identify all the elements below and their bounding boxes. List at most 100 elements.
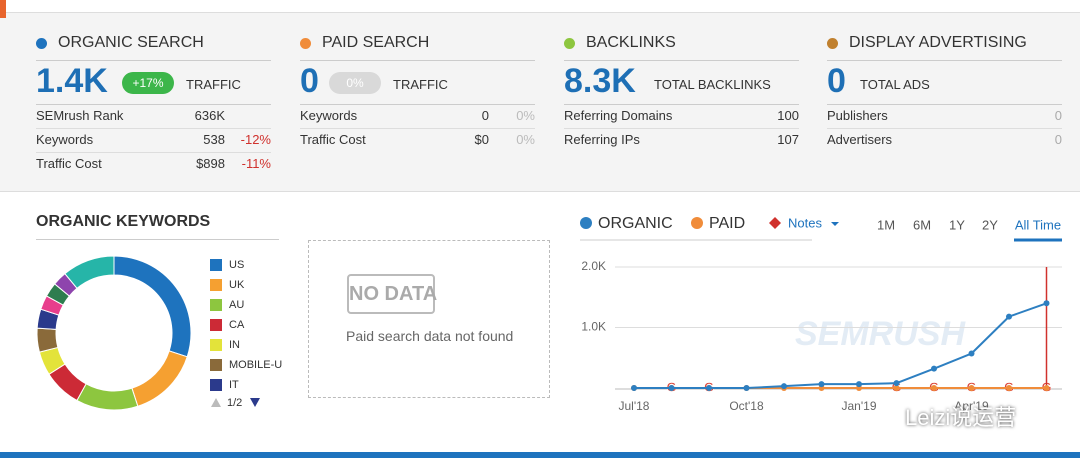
series-point [1043, 300, 1050, 307]
legend-swatch [210, 319, 222, 331]
divider [36, 239, 279, 240]
legend-label: IN [229, 339, 240, 351]
card-dot [827, 38, 838, 49]
row-label: SEMrush Rank [36, 108, 124, 123]
row-value: 107 [777, 132, 799, 147]
section-title: ORGANIC KEYWORDS [36, 213, 211, 230]
series-point [931, 365, 937, 372]
row-value: $898 [196, 156, 225, 171]
divider [300, 60, 535, 61]
divider [36, 128, 271, 129]
legend-swatch [210, 359, 222, 371]
summary-panel [0, 12, 1080, 192]
card-unit: TRAFFIC [186, 77, 241, 92]
no-data-stamp: NO DATA [347, 274, 437, 314]
watermark: Leizi说运营 [905, 405, 1017, 430]
row-value: 636K [194, 108, 225, 123]
divider [564, 60, 799, 61]
notes-caret [831, 222, 839, 226]
donut-segment [64, 255, 115, 290]
divider [827, 104, 1062, 105]
row-label: Referring Domains [564, 108, 673, 123]
donut-segment [36, 327, 59, 353]
bottom-bar [0, 452, 1080, 458]
card-dot [36, 38, 47, 49]
donut-segment [76, 383, 139, 411]
no-data-box: NO DATA Paid search data not found [308, 240, 550, 398]
card-unit: TOTAL ADS [860, 77, 930, 92]
card-unit: TRAFFIC [393, 77, 448, 92]
row-change: 0% [516, 132, 535, 147]
row-change: -11% [241, 156, 271, 171]
notes-label: Notes [788, 215, 822, 230]
row-value: $0 [474, 132, 489, 147]
series-point [893, 385, 900, 391]
card-unit: TOTAL BACKLINKS [654, 77, 771, 92]
divider [827, 60, 1062, 61]
row-label: Traffic Cost [300, 132, 366, 147]
divider [564, 128, 799, 129]
card-dot [564, 38, 575, 49]
donut-segment [131, 350, 188, 407]
row-change: 0% [516, 108, 535, 123]
legend-swatch [210, 259, 222, 271]
legend-swatch [210, 279, 222, 291]
donut-segment [113, 255, 192, 358]
card-dot [300, 38, 311, 49]
period-button[interactable]: 1M [877, 217, 895, 232]
x-tick-label: Oct'18 [729, 399, 764, 413]
series-point [931, 385, 937, 391]
row-value: 0 [481, 108, 489, 123]
series-point [706, 385, 712, 391]
badge: +17% [122, 72, 174, 94]
series-point [968, 350, 975, 357]
series-point [631, 385, 637, 391]
badge: 0% [329, 72, 381, 94]
period-button[interactable]: 2Y [982, 217, 998, 232]
period-button[interactable]: 6M [913, 217, 931, 232]
row-label: Keywords [36, 132, 94, 147]
series-point [818, 381, 825, 388]
card-value: 0 [827, 62, 846, 100]
legend-label: AU [229, 299, 244, 311]
period-button[interactable]: 1Y [949, 217, 965, 232]
divider [36, 104, 271, 105]
divider [564, 104, 799, 105]
series-point [1006, 313, 1012, 320]
row-change: -12% [240, 132, 271, 147]
card-title: PAID SEARCH [322, 34, 430, 51]
legend-swatch [210, 299, 222, 311]
period-button[interactable]: All Time [1015, 217, 1061, 232]
row-label: Advertisers [827, 132, 893, 147]
card-value: 8.3K [564, 62, 636, 100]
x-tick-label: Jul'18 [619, 399, 650, 413]
row-label: Keywords [300, 108, 358, 123]
row-label: Referring IPs [564, 132, 640, 147]
row-value: 538 [203, 132, 225, 147]
chart-watermark: SEMRUSH [795, 315, 966, 353]
page-next [250, 398, 260, 407]
series-point [1043, 385, 1050, 391]
divider [300, 128, 535, 129]
legend-swatch [210, 379, 222, 391]
legend-page: 1/2 [227, 397, 242, 409]
legend-label: CA [229, 319, 245, 331]
series-point [743, 385, 750, 391]
legend-label: IT [229, 379, 239, 391]
notes-icon [769, 217, 781, 229]
x-tick-label: Jan'19 [842, 399, 877, 413]
series-point [968, 385, 975, 391]
series-point [1006, 385, 1012, 391]
row-value: 0 [1054, 132, 1062, 147]
legend-label: US [229, 259, 244, 271]
legend-swatch [210, 339, 222, 351]
no-data-message: Paid search data not found [346, 328, 514, 344]
card-title: ORGANIC SEARCH [58, 34, 204, 51]
card-value: 0 [300, 62, 319, 100]
x-tick-label: Apr'19 [954, 399, 989, 413]
row-label: Traffic Cost [36, 156, 102, 171]
series-line [634, 302, 1047, 389]
divider [827, 128, 1062, 129]
